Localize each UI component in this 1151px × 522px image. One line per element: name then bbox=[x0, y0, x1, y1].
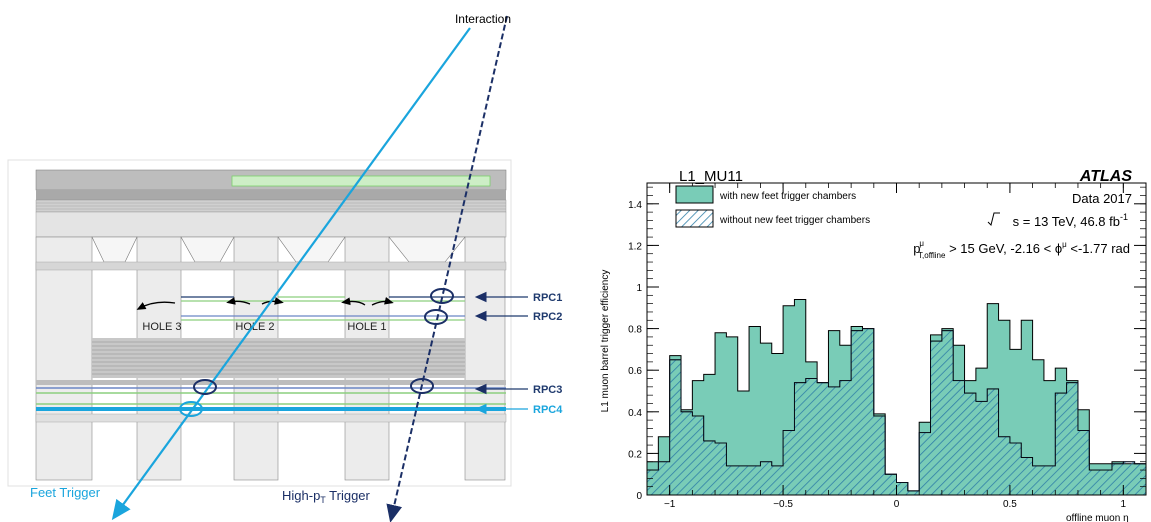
chart-title: L1_MU11 bbox=[679, 168, 743, 185]
energy-line: s = 13 TeV, 46.8 fb-1 bbox=[987, 212, 1128, 229]
hole-3-label: HOLE 3 bbox=[142, 321, 181, 333]
top-beam-1 bbox=[36, 190, 506, 200]
x-tick-label: 0.5 bbox=[1003, 499, 1017, 510]
hole-1-arrow-b bbox=[371, 296, 394, 306]
hole-3-arrow bbox=[136, 301, 176, 310]
y-axis-label: L1 muon barrel trigger efficiency bbox=[600, 270, 611, 413]
legend-label-without: without new feet trigger chambers bbox=[719, 215, 870, 226]
rpc-labels: RPC1 RPC2 RPC3 RPC4 bbox=[533, 292, 563, 416]
series-without-feet-outline bbox=[647, 328, 1146, 495]
y-tick-label: 1.2 bbox=[628, 241, 642, 252]
y-tick-label: 0 bbox=[636, 491, 642, 502]
top-hlines bbox=[36, 202, 506, 210]
rpc12-chambers bbox=[181, 296, 465, 321]
feet-trigger-track bbox=[111, 27, 471, 521]
rpc-pointers bbox=[474, 291, 528, 415]
efficiency-chart: −1 −0.5 0 0.5 1 0 0.2 0.4 0.6 0.8 1 1.2 1.4 with new… bbox=[600, 168, 1147, 522]
cut-text: pμ T,offline > 15 GeV, -2.16 < ϕμ <-1.77 … bbox=[913, 239, 1130, 260]
hole-1-label: HOLE 1 bbox=[347, 321, 386, 333]
y-tick-label: 0.6 bbox=[628, 366, 642, 377]
y-tick-label: 0.2 bbox=[628, 449, 642, 460]
feet-trigger-label: Feet Trigger bbox=[30, 485, 101, 500]
sqrt-icon bbox=[987, 212, 1000, 226]
upper-frame bbox=[35, 211, 507, 238]
energy-text: s = 13 TeV, 46.8 fb-1 bbox=[1013, 212, 1128, 229]
detector-diagram: HOLE 3 HOLE 2 HOLE 1 RPC1 bbox=[7, 12, 563, 522]
legend-swatch-with bbox=[675, 185, 714, 204]
x-tick-label: −0.5 bbox=[773, 499, 793, 510]
rpc3-label: RPC3 bbox=[533, 384, 562, 396]
axes: −1 −0.5 0 0.5 1 0 0.2 0.4 0.6 0.8 1 1.2 1.4 bbox=[628, 183, 1147, 510]
y-tick-label: 1.4 bbox=[628, 200, 642, 211]
info-line-data: Data 2017 bbox=[1072, 191, 1132, 206]
hole-labels: HOLE 3 HOLE 2 HOLE 1 bbox=[136, 296, 394, 333]
hole-1-arrow-a bbox=[341, 297, 366, 306]
x-axis-label: offline muon η bbox=[1066, 513, 1129, 522]
rpc1-label: RPC1 bbox=[533, 292, 562, 304]
y-tick-label: 1 bbox=[636, 283, 642, 294]
atlas-brand: ATLAS bbox=[1079, 168, 1132, 185]
hit-ellipses bbox=[179, 288, 454, 417]
plot-area bbox=[647, 298, 1146, 495]
legend-swatch-without bbox=[675, 209, 714, 228]
highpt-trigger-label: High-pT Trigger bbox=[282, 488, 371, 505]
middle-band bbox=[92, 338, 465, 378]
hole-2-label: HOLE 2 bbox=[235, 321, 274, 333]
y-tick-label: 0.8 bbox=[628, 325, 642, 336]
legend-label-with: with new feet trigger chambers bbox=[719, 191, 856, 202]
x-tick-label: 0 bbox=[894, 499, 900, 510]
hole-2-arrow-a bbox=[226, 297, 251, 305]
rpc2-label: RPC2 bbox=[533, 311, 562, 323]
highpt-trigger-track bbox=[386, 15, 508, 522]
rpc4-label: RPC4 bbox=[533, 404, 563, 416]
legend: with new feet trigger chambers without n… bbox=[675, 185, 870, 228]
interaction-label: Interaction bbox=[455, 12, 511, 26]
x-tick-label: −1 bbox=[664, 499, 676, 510]
y-tick-label: 0.4 bbox=[628, 408, 642, 419]
x-tick-label: 1 bbox=[1121, 499, 1127, 510]
